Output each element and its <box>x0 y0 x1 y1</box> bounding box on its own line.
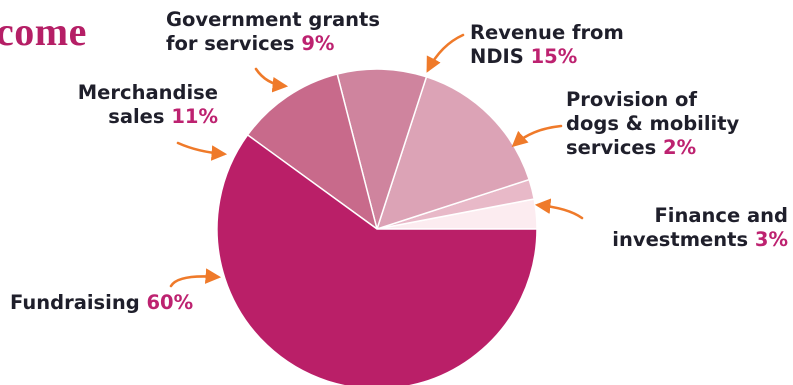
label-merchandise: Merchandise sales 11% <box>46 81 218 129</box>
chart-title: come <box>0 9 87 54</box>
label-text: Provision of <box>566 88 697 111</box>
pie-slice-merchandise <box>246 73 379 231</box>
pie-slice-revenue-from <box>375 75 531 231</box>
label-revenue-ndis: Revenue from NDIS 15% <box>470 21 624 69</box>
label-text: Revenue from <box>470 21 624 44</box>
label-government-grants: Government grants for services 9% <box>166 8 380 56</box>
arrow-government-grants <box>254 67 289 93</box>
label-text: Finance and <box>654 204 788 227</box>
arrow-provision <box>511 124 563 148</box>
arrow-finance <box>534 198 584 220</box>
pct-label: 15% <box>530 45 578 68</box>
label-finance: Finance and investments 3% <box>560 204 788 252</box>
label-fundraising: Fundraising 60% <box>10 291 193 315</box>
pct-label: 2% <box>663 136 697 159</box>
arrow-revenue-ndis <box>426 33 465 73</box>
label-text: dogs & mobility <box>566 112 740 135</box>
arrow-fundraising <box>169 268 222 288</box>
arrow-merchandise <box>176 141 228 161</box>
label-provision: Provision of dogs & mobility services 2% <box>566 88 739 160</box>
label-text: NDIS <box>470 45 524 68</box>
pct-label: 3% <box>754 228 788 251</box>
label-text: services <box>566 136 657 159</box>
label-text: investments <box>612 228 749 251</box>
pie-slice-fundraising <box>216 133 538 385</box>
pct-label: 9% <box>301 32 335 55</box>
label-text: Merchandise <box>77 81 218 104</box>
label-text: Government grants <box>166 8 380 31</box>
label-text: Fundraising <box>10 291 140 314</box>
label-text: sales <box>108 105 165 128</box>
pct-label: 11% <box>171 105 218 128</box>
label-text: for services <box>166 32 295 55</box>
pie-slice-government-grants <box>336 68 428 232</box>
pct-label: 60% <box>146 291 194 314</box>
